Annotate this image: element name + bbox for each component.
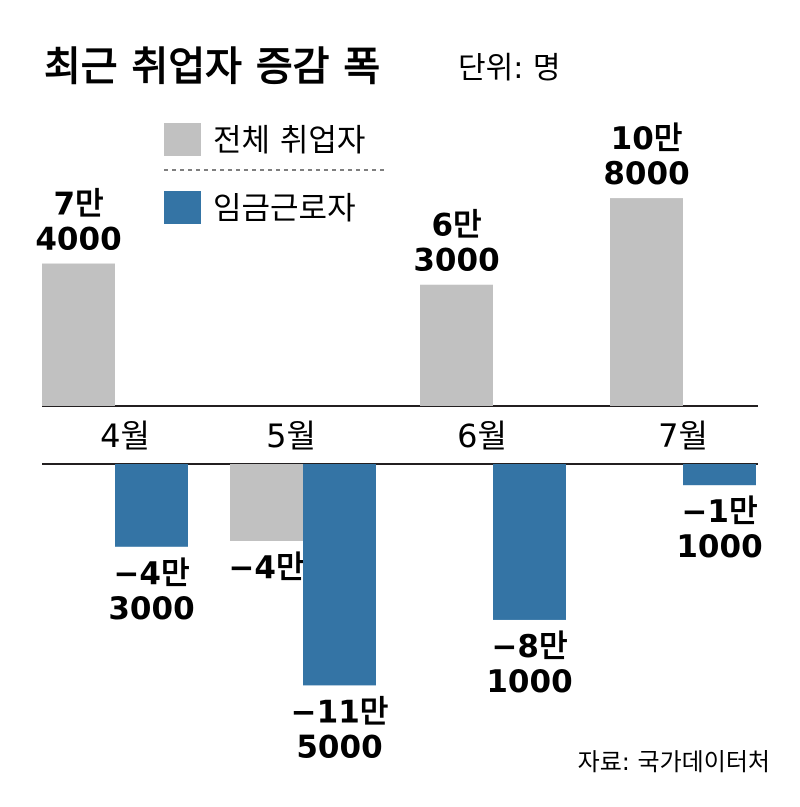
bar-total-jul [610, 198, 683, 406]
legend-swatch-total [164, 123, 201, 156]
legend-label-wage: 임금근로자 [213, 191, 356, 227]
data-label-total-jul: 8000 [603, 156, 689, 192]
data-label-wage-jul: 1000 [676, 529, 762, 565]
x-label-jun: 6월 [457, 417, 507, 455]
bars: 7만4000−4만6만300010만8000−4만3000−11만5000−8만… [35, 121, 762, 765]
bar-wage-apr [115, 464, 188, 547]
data-label-total-jun: 6만 [431, 208, 481, 244]
x-label-may: 5월 [266, 417, 316, 455]
chart-title: 최근 취업자 증감 폭 [44, 44, 380, 90]
legend-swatch-wage [164, 191, 201, 224]
data-label-wage-jun: 1000 [486, 664, 572, 700]
unit-label: 단위: 명 [458, 51, 560, 86]
bar-total-apr [42, 263, 115, 406]
data-label-total-apr: 4000 [35, 222, 121, 258]
x-label-apr: 4월 [100, 417, 150, 455]
bar-wage-jun [493, 464, 566, 620]
data-label-total-jul: 10만 [611, 121, 683, 157]
data-label-wage-may: 5000 [296, 729, 382, 765]
data-label-wage-may: −11만 [291, 694, 389, 730]
bar-wage-jul [683, 464, 756, 486]
x-label-jul: 7월 [658, 417, 708, 455]
bar-total-may [230, 464, 303, 541]
data-label-wage-apr: −4만 [113, 556, 189, 592]
data-label-total-apr: 7만 [53, 187, 103, 223]
data-label-wage-apr: 3000 [108, 591, 194, 627]
data-label-total-may: −4만 [228, 550, 304, 586]
bar-total-jun [420, 284, 493, 406]
data-label-wage-jul: −1만 [681, 494, 757, 530]
data-label-total-jun: 3000 [413, 243, 499, 279]
data-label-wage-jun: −8만 [491, 629, 567, 665]
legend: 전체 취업자 임금근로자 [164, 123, 386, 227]
legend-label-total: 전체 취업자 [213, 123, 365, 159]
bar-wage-may [303, 464, 376, 686]
source-note: 자료: 국가데이터처 [578, 748, 770, 776]
